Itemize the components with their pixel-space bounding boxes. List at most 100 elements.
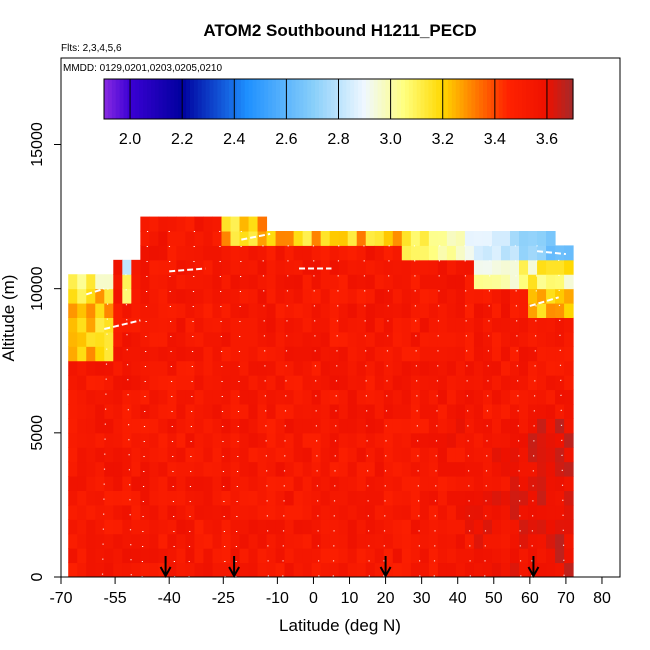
field-cell xyxy=(473,245,484,261)
field-cell xyxy=(555,360,565,376)
colorbar-segment xyxy=(260,79,265,119)
field-cell xyxy=(248,231,259,246)
field-cell xyxy=(365,303,376,318)
field-cell xyxy=(564,389,574,405)
field-cell xyxy=(401,303,412,318)
field-cell xyxy=(131,432,141,448)
field-cell xyxy=(266,259,277,275)
field-cell xyxy=(95,274,105,290)
field-cell xyxy=(537,259,547,275)
field-cell xyxy=(68,303,78,318)
field-cell xyxy=(446,360,457,376)
field-cell xyxy=(365,432,376,448)
field-cell xyxy=(257,533,268,549)
field-cell xyxy=(131,331,141,347)
field-cell xyxy=(203,447,213,463)
field-cell xyxy=(510,548,520,564)
field-cell xyxy=(293,288,304,304)
field-cell xyxy=(149,360,159,376)
field-cell xyxy=(140,562,150,577)
field-cell xyxy=(464,404,475,419)
field-cell xyxy=(446,389,457,405)
colorbar-segment xyxy=(365,79,371,119)
colorbar-segment xyxy=(326,79,332,119)
field-cell xyxy=(383,476,394,491)
field-cell xyxy=(365,548,376,564)
field-cell xyxy=(347,303,358,318)
field-cell xyxy=(528,231,538,246)
field-cell xyxy=(203,375,213,391)
field-cell xyxy=(302,519,313,535)
field-cell xyxy=(149,533,159,549)
field-cell xyxy=(167,331,177,347)
field-cell xyxy=(212,504,222,520)
field-cell xyxy=(113,375,123,391)
field-cell xyxy=(464,346,475,362)
field-cell xyxy=(528,548,538,564)
field-cell xyxy=(293,418,304,434)
field-cell xyxy=(131,360,141,376)
field-cell xyxy=(365,533,376,549)
field-cell xyxy=(284,389,295,405)
field-cell xyxy=(176,533,186,549)
field-cell xyxy=(464,245,475,261)
field-cell xyxy=(356,303,367,318)
field-cell xyxy=(446,331,457,347)
field-cell xyxy=(68,476,78,491)
field-cell xyxy=(347,533,358,549)
colorbar-segment xyxy=(299,79,304,119)
field-cell xyxy=(122,418,132,434)
colorbar-segment xyxy=(397,79,402,119)
field-cell xyxy=(104,533,114,549)
field-cell xyxy=(329,490,340,506)
field-cell xyxy=(320,317,331,333)
field-cell xyxy=(410,447,421,463)
field-cell xyxy=(77,461,87,477)
field-cell xyxy=(320,303,331,318)
field-cell xyxy=(446,245,457,261)
field-cell xyxy=(347,490,358,506)
field-cell xyxy=(519,360,529,376)
field-cell xyxy=(338,375,349,391)
field-cell xyxy=(329,274,340,290)
field-cell xyxy=(131,389,141,405)
colorbar-segment xyxy=(408,79,414,119)
field-cell xyxy=(401,288,412,304)
field-cell xyxy=(365,288,376,304)
field-cell xyxy=(437,533,448,549)
field-cell xyxy=(519,245,529,261)
field-cell xyxy=(302,562,313,577)
field-cell xyxy=(257,375,268,391)
field-cell xyxy=(464,533,475,549)
field-cell xyxy=(185,231,195,246)
field-cell xyxy=(275,548,286,564)
field-cell xyxy=(239,404,250,419)
field-cell xyxy=(428,548,439,564)
colorbar-segment xyxy=(213,79,218,119)
field-cell xyxy=(266,519,277,535)
field-cell xyxy=(383,432,394,448)
field-cell xyxy=(185,404,195,419)
field-cell xyxy=(203,490,213,506)
field-cell xyxy=(257,303,268,318)
field-cell xyxy=(311,231,322,246)
field-cell xyxy=(528,331,538,347)
field-cell xyxy=(266,432,277,448)
colorbar-segment xyxy=(186,79,191,119)
colorbar-segment xyxy=(428,79,433,119)
field-cell xyxy=(122,519,132,535)
field-cell xyxy=(519,404,529,419)
field-cell xyxy=(221,476,232,491)
field-cell xyxy=(564,432,574,448)
field-cell xyxy=(428,490,439,506)
field-cell xyxy=(528,418,538,434)
field-cell xyxy=(77,476,87,491)
field-cell xyxy=(365,490,376,506)
field-cell xyxy=(95,317,105,333)
field-cell xyxy=(528,259,538,275)
field-cell xyxy=(248,259,259,275)
field-cell xyxy=(428,404,439,419)
colorbar-segment xyxy=(193,79,199,119)
field-cell xyxy=(302,231,313,246)
field-cell xyxy=(329,317,340,333)
